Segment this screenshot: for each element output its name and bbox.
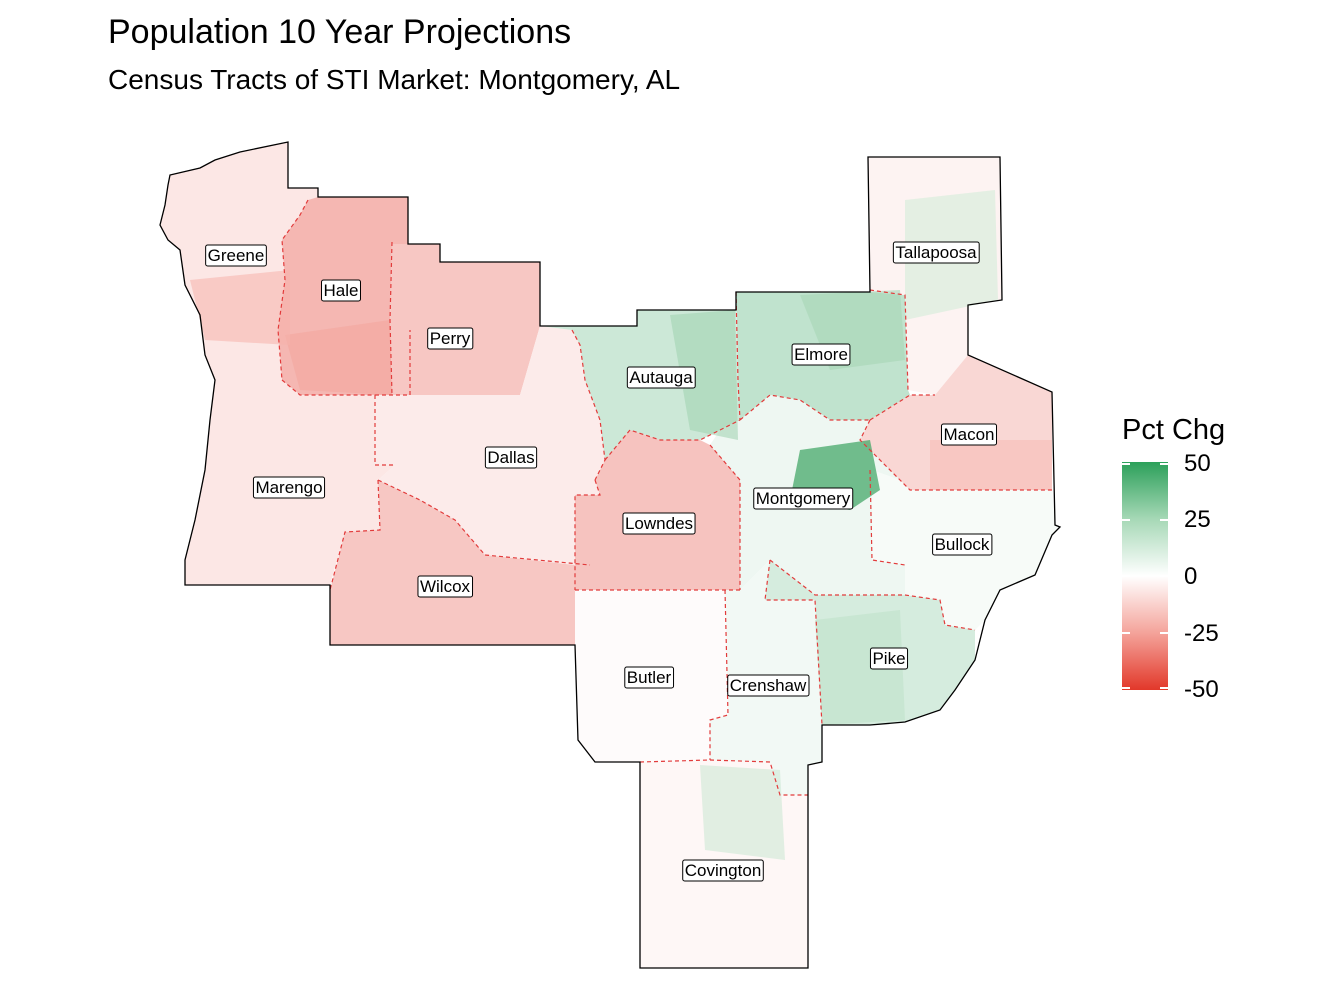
boundary-elmore-tallapoosa bbox=[869, 289, 909, 391]
county-label-box bbox=[205, 244, 267, 267]
county-label-box bbox=[682, 859, 764, 882]
county-label-box bbox=[791, 343, 851, 366]
county-label-box bbox=[624, 666, 675, 689]
county-label-wilcox: Wilcox bbox=[417, 575, 474, 598]
boundary-perry-dallas bbox=[375, 330, 411, 396]
tract-accent-macon-south bbox=[930, 440, 1052, 490]
county-label-montgomery: Montgomery bbox=[753, 487, 854, 510]
boundary-montgomery-bullock bbox=[869, 469, 906, 566]
boundary-butler-crenshaw bbox=[709, 589, 729, 760]
legend-title: Pct Chg bbox=[1122, 414, 1226, 446]
county-label-butler: Butler bbox=[624, 666, 675, 689]
county-label-text: Wilcox bbox=[420, 577, 471, 596]
county-label-greene: Greene bbox=[205, 244, 267, 267]
county-label-perry: Perry bbox=[427, 327, 474, 350]
county-label-text: Pike bbox=[872, 649, 905, 668]
county-region-lowndes bbox=[575, 430, 740, 590]
county-label-text: Dallas bbox=[487, 448, 534, 467]
county-label-text: Tallapoosa bbox=[895, 243, 977, 262]
boundary-elmore-macon bbox=[869, 394, 935, 421]
county-label-box bbox=[727, 674, 810, 697]
boundary-hale-marengo bbox=[281, 379, 375, 396]
county-label-text: Marengo bbox=[255, 478, 322, 497]
boundary-crenshaw-covington bbox=[709, 759, 808, 796]
tract-accent-greene-se bbox=[190, 270, 290, 345]
county-label-box bbox=[932, 533, 993, 556]
county-label-box bbox=[940, 423, 998, 446]
county-label-text: Bullock bbox=[935, 535, 990, 554]
county-label-text: Elmore bbox=[794, 345, 848, 364]
county-label-box bbox=[622, 512, 696, 535]
county-label-crenshaw: Crenshaw bbox=[727, 674, 810, 697]
county-label-elmore: Elmore bbox=[791, 343, 851, 366]
boundary-butler-covington bbox=[639, 759, 711, 763]
county-label-box bbox=[321, 279, 361, 302]
boundary-montgomery-pike bbox=[769, 559, 976, 631]
county-label-hale: Hale bbox=[321, 279, 361, 302]
boundary-autauga-montgomery bbox=[604, 419, 741, 461]
county-label-bullock: Bullock bbox=[932, 533, 993, 556]
county-label-box bbox=[869, 647, 909, 670]
county-label-box bbox=[417, 575, 474, 598]
tract-accent-pike-west bbox=[815, 610, 905, 725]
market-outline bbox=[159, 141, 1062, 969]
county-region-perry bbox=[390, 244, 540, 395]
county-label-text: Lowndes bbox=[625, 514, 693, 533]
county-label-lowndes: Lowndes bbox=[622, 512, 696, 535]
county-label-box bbox=[484, 446, 538, 469]
county-label-text: Autauga bbox=[629, 368, 693, 387]
county-region-dallas bbox=[375, 326, 605, 565]
county-label-box bbox=[892, 241, 980, 264]
boundary-hale-perry bbox=[389, 241, 393, 396]
map-title: Population 10 Year Projections bbox=[108, 13, 572, 51]
county-labels: Greene Hale Perry Marengo Dallas Wilcox Autaug… bbox=[205, 241, 998, 882]
county-label-box bbox=[427, 327, 474, 350]
boundary-dallas-autauga bbox=[571, 329, 606, 481]
legend-tick-label: -25 bbox=[1184, 620, 1219, 647]
county-label-text: Greene bbox=[208, 246, 265, 265]
county-label-text: Perry bbox=[430, 329, 471, 348]
tract-accent-autauga-east bbox=[670, 310, 738, 440]
county-label-text: Hale bbox=[324, 281, 359, 300]
boundary-dallas-lowndes bbox=[574, 479, 601, 590]
boundary-lowndes-montgomery bbox=[709, 444, 741, 590]
boundary-greene-hale bbox=[277, 199, 309, 381]
legend-tick-label: 25 bbox=[1184, 506, 1211, 533]
boundary-autauga-elmore bbox=[735, 291, 741, 421]
boundary-montgomery-macon bbox=[859, 419, 1052, 491]
county-label-macon: Macon bbox=[940, 423, 998, 446]
county-label-text: Butler bbox=[627, 668, 672, 687]
county-boundaries bbox=[277, 199, 1052, 796]
county-label-autauga: Autauga bbox=[626, 366, 696, 389]
county-label-box bbox=[252, 476, 326, 499]
county-label-text: Montgomery bbox=[756, 489, 851, 508]
boundary-crenshaw-pike bbox=[764, 559, 823, 726]
legend-tick-label: 50 bbox=[1184, 450, 1211, 477]
boundary-dallas-wilcox bbox=[377, 479, 591, 566]
tract-accent-covington-north bbox=[700, 765, 785, 860]
county-label-marengo: Marengo bbox=[252, 476, 326, 499]
map-subtitle: Census Tracts of STI Market: Montgomery,… bbox=[108, 64, 681, 95]
legend-tick-label: -50 bbox=[1184, 676, 1219, 703]
county-label-pike: Pike bbox=[869, 647, 909, 670]
county-region-wilcox bbox=[330, 480, 590, 645]
county-label-box bbox=[626, 366, 696, 389]
county-label-text: Covington bbox=[685, 861, 762, 880]
county-label-tallapoosa: Tallapoosa bbox=[892, 241, 980, 264]
county-label-dallas: Dallas bbox=[484, 446, 538, 469]
tract-accent-hale-south bbox=[285, 320, 392, 395]
boundary-marengo-dallas bbox=[374, 395, 395, 466]
county-label-text: Crenshaw bbox=[730, 676, 807, 695]
county-label-box bbox=[753, 487, 854, 510]
boundary-marengo-wilcox bbox=[329, 479, 381, 591]
county-label-text: Macon bbox=[943, 425, 994, 444]
county-label-covington: Covington bbox=[682, 859, 764, 882]
legend-tick-label: 0 bbox=[1184, 563, 1198, 590]
tract-accents bbox=[190, 190, 1052, 860]
